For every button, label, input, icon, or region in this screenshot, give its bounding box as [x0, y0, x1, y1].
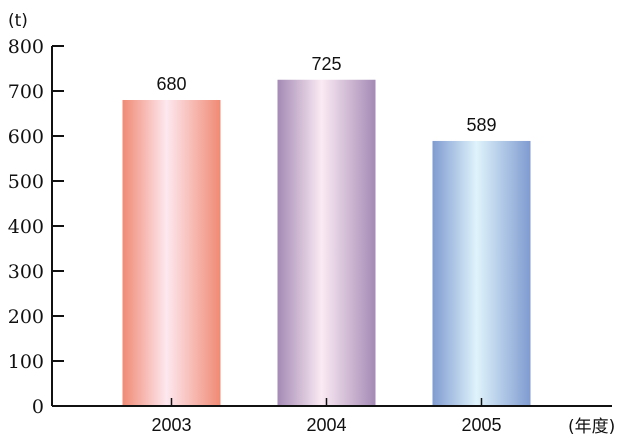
- y-tick-label: 800: [8, 36, 44, 58]
- bar-2004: [277, 79, 376, 406]
- y-tick-label: 300: [8, 261, 44, 283]
- x-tick-label-2005: 2005: [461, 415, 501, 435]
- y-axis: 0 100 200 300 400 500 600 700 800: [8, 36, 64, 418]
- y-tick-label: 600: [8, 126, 44, 148]
- x-axis-unit-label: (年度): [568, 417, 615, 437]
- bar-2003: [122, 100, 221, 406]
- x-tick-label-2004: 2004: [306, 415, 346, 435]
- data-label-2004: 725: [311, 54, 341, 74]
- data-label-2005: 589: [466, 115, 496, 135]
- y-tick-label: 200: [8, 306, 44, 328]
- y-tick-label: 500: [8, 171, 44, 193]
- bars-group: 680 725 589: [122, 54, 531, 406]
- y-tick-label: 400: [8, 216, 44, 238]
- y-tick-label: 100: [8, 351, 44, 373]
- x-tick-label-2003: 2003: [151, 415, 191, 435]
- bar-2005: [432, 140, 531, 406]
- data-label-2003: 680: [156, 74, 186, 94]
- y-axis-unit-label: (t): [8, 11, 28, 31]
- y-tick-label: 700: [8, 81, 44, 103]
- x-axis: 2003 2004 2005: [52, 398, 612, 435]
- y-tick-label: 0: [32, 396, 44, 418]
